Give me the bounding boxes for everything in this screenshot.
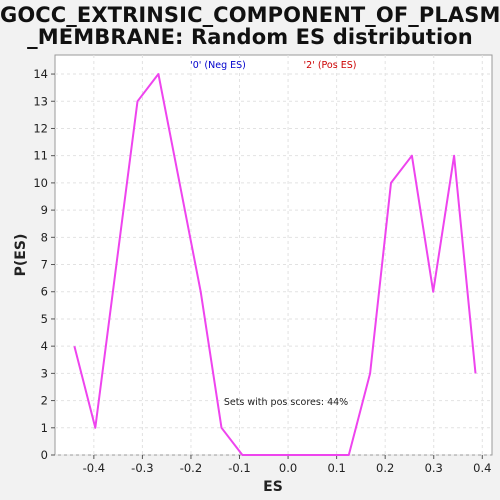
x-tick-label: 0.0	[279, 461, 297, 475]
y-tick-label: 12	[33, 121, 48, 135]
y-tick-label: 2	[41, 394, 48, 408]
y-tick-label: 14	[33, 67, 48, 81]
y-tick-label: 11	[33, 149, 48, 163]
series-group	[73, 73, 477, 456]
y-tick-label: 3	[41, 366, 48, 380]
y-tick-label: 9	[41, 203, 48, 217]
x-tick-label: -0.2	[180, 461, 202, 475]
x-tick-label: 0.1	[327, 461, 345, 475]
grid-lines	[55, 55, 492, 456]
y-tick-label: 13	[33, 94, 48, 108]
y-tick-label: 4	[41, 339, 48, 353]
y-tick-label: 1	[41, 421, 48, 435]
x-tick-label: -0.4	[83, 461, 105, 475]
x-axis-label: ES	[263, 479, 283, 495]
x-tick-label: 0.4	[473, 461, 491, 475]
y-tick-label: 6	[41, 285, 48, 299]
x-tick-label: -0.1	[228, 461, 250, 475]
annotation-pos-scores: Sets with pos scores: 44%	[224, 397, 348, 408]
x-tick-label: 0.3	[425, 461, 443, 475]
y-tick-label: 0	[41, 448, 48, 462]
legend-pos-es: '2' (Pos ES)	[304, 60, 357, 71]
x-tick-label: 0.2	[376, 461, 394, 475]
y-tick-label: 10	[33, 176, 48, 190]
y-tick-label: 8	[41, 230, 48, 244]
chart-title-line-1: GOCC_EXTRINSIC_COMPONENT_OF_PLASMA	[0, 3, 500, 27]
y-tick-label: 5	[41, 312, 48, 326]
x-tick-label: -0.3	[131, 461, 153, 475]
plot-background	[54, 54, 493, 456]
series-line	[73, 73, 477, 456]
y-tick-label: 7	[41, 258, 48, 272]
chart-title-line-2: _MEMBRANE: Random ES distribution	[27, 25, 473, 49]
y-axis-label: P(ES)	[13, 234, 29, 277]
legend-neg-es: '0' (Neg ES)	[190, 60, 246, 71]
